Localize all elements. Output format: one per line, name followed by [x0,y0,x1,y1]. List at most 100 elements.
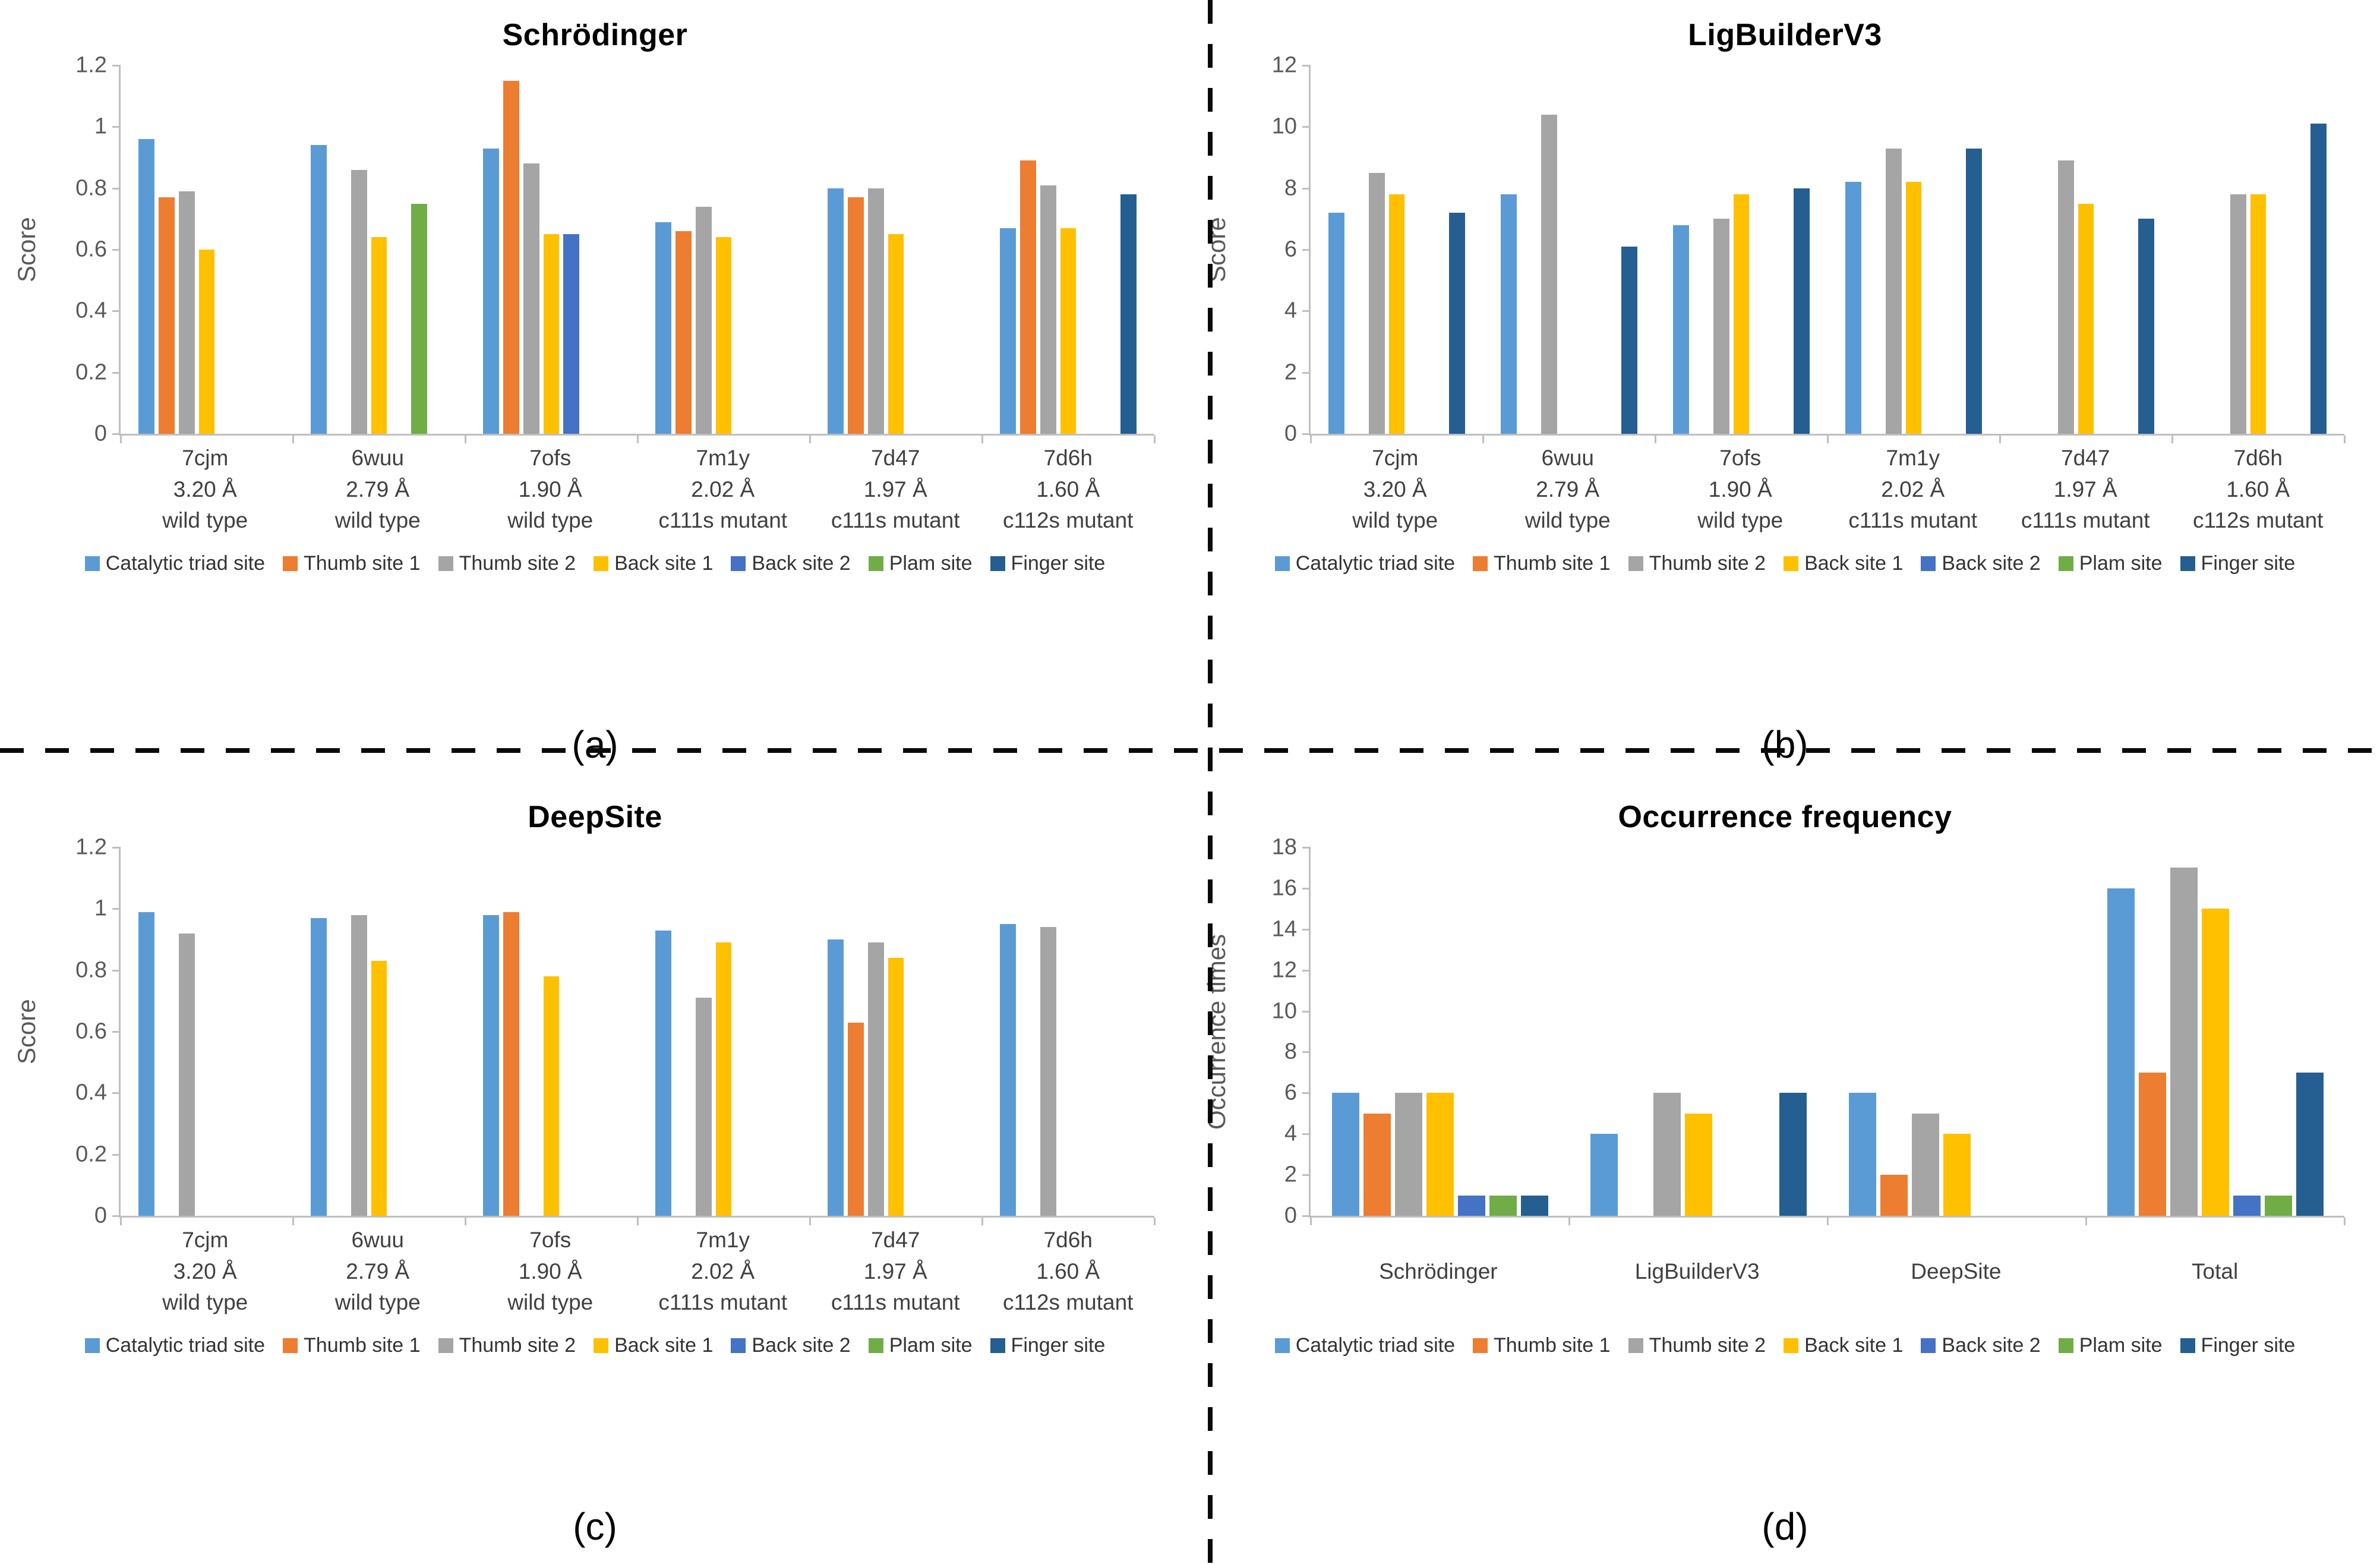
bar-thumb-site-2 [1040,185,1056,434]
bar-slot [1946,65,1962,434]
y-tick-mark [1302,887,1311,890]
legend-label: Back site 1 [614,1334,714,1357]
bar-thumb-site-2 [1911,1113,1939,1216]
y-tick-mark [112,371,121,374]
bar-slot [1653,847,1681,1216]
bar-plam-site [2264,1195,2292,1216]
y-tick-mark [1302,187,1311,190]
bar-thumb-site-1 [847,197,864,434]
bar-slot [1520,847,1548,1216]
y-tick-mark [1302,126,1311,128]
bar-group-7d6h [2172,65,2344,434]
y-axis-title: Score [12,217,40,282]
legend-label: Thumb site 2 [1649,552,1766,575]
y-tick-mark [112,65,121,67]
legend-swatch-icon [594,556,609,571]
bar-thumb-site-1 [1363,1113,1391,1216]
bar-slot [1388,65,1405,434]
x-category-label-line: wild type [1352,508,1438,533]
x-category-label: DeepSite [1827,1225,2086,1319]
x-category-label-line: c112s mutant [2193,508,2324,533]
y-tick-mark [112,969,121,972]
bar-groups [121,847,1154,1216]
bar-catalytic-triad-site [1000,228,1016,434]
y-tick-label: 0.4 [75,1080,107,1105]
legend-item-thumb-site-2: Thumb site 2 [1628,552,1766,575]
bar-slot [1020,847,1036,1216]
legend-swatch-icon [2180,1338,2195,1353]
bar-slot [2170,847,2198,1216]
bar-slot [888,847,904,1216]
bar-slot [543,65,560,434]
bar-catalytic-triad-site [1590,1134,1618,1216]
bar-thumb-site-2 [523,163,539,434]
y-tick-label: 0.6 [75,237,107,262]
panel-letter-d: (d) [1762,1505,1808,1548]
bar-plam-site [1489,1195,1517,1216]
y-tick-mark [112,433,121,435]
bar-slot [239,847,255,1216]
bar-slot [604,65,620,434]
y-tick-label: 0.2 [75,1142,107,1167]
bar-slot [1426,847,1454,1216]
x-category-label: 6wuu 2.79 Å wild type [292,443,465,537]
bar-slot [1716,847,1744,1216]
bar-slot [756,847,772,1216]
y-tick-mark [112,1031,121,1033]
x-tick-mark [981,1218,983,1225]
legend-swatch-icon [84,556,100,571]
chart-ligbuilderv3: Score 12 10 8 6 4 2 0 [1196,53,2374,446]
bar-slot [1060,847,1077,1216]
bar-slot [1449,65,1466,434]
bar-slot [2098,65,2114,434]
bar-slot [695,847,712,1216]
x-category-label-line: c112s mutant [1003,1290,1134,1315]
x-category-label-line: c112s mutant [1003,508,1134,533]
legend-item-plam-site: Plam site [2058,1334,2163,1357]
bar-back-site-1 [198,250,215,434]
bar-slot [583,65,599,434]
x-category-label-line: 1.60 Å [1036,1259,1100,1284]
legend: Catalytic triad site Thumb site 1 Thumb si… [1196,552,2374,575]
chart-occurrence-frequency: Occurrence times 18 16 14 12 10 8 6 4 2 0 [1196,835,2374,1228]
x-category-label-line: 2.02 Å [691,477,755,502]
y-tick-label: 0.8 [75,957,107,983]
bar-catalytic-triad-site [1328,213,1344,434]
x-category-label: 6wuu 2.79 Å wild type [1482,443,1655,537]
bar-finger-site [2138,219,2155,434]
x-category-label-line: 7d47 [871,1228,920,1253]
bar-back-site-1 [1943,1134,1971,1216]
bar-slot [2006,847,2034,1216]
bar-slot [1693,65,1709,434]
bar-slot [391,65,407,434]
bar-thumb-site-2 [1541,114,1557,434]
bar-thumb-site-1 [503,912,519,1216]
panel-ligbuilderv3: LigBuilderV3 Score 12 10 8 6 4 2 0 7cjm 3.20 Å w… [1190,0,2380,782]
bar-slot [2057,65,2074,434]
bar-thumb-site-2 [2170,868,2198,1216]
legend-item-back-site-1: Back site 1 [594,1334,713,1357]
bar-slot [138,65,154,434]
bar-slot [888,65,904,434]
panel-title-deepsite: DeepSite [528,800,662,834]
bar-catalytic-triad-site [828,188,844,434]
bar-slot [928,847,944,1216]
legend-swatch-icon [868,1338,883,1353]
bar-slot [675,65,692,434]
bar-slot [828,847,844,1216]
bar-finger-site [1966,148,1983,434]
bar-slot [563,847,579,1216]
x-category-label: 7d6h 1.60 Å c112s mutant [982,1225,1155,1319]
bar-slot [371,847,387,1216]
legend-label: Back site 2 [1942,552,2041,575]
bar-slot [411,65,428,434]
bar-catalytic-triad-site [1845,182,1861,434]
legend-swatch-icon [283,556,298,571]
bar-slot [1100,65,1116,434]
legend-swatch-icon [1628,1338,1643,1353]
dashed-divider-vertical [1208,0,1213,1564]
legend-item-back-site-1: Back site 1 [1784,552,1903,575]
x-category-label-line: 7cjm [1372,446,1419,471]
y-tick-labels: 1.2 1 0.8 0.6 0.4 0.2 0 [48,53,119,446]
bar-slot [776,65,792,434]
